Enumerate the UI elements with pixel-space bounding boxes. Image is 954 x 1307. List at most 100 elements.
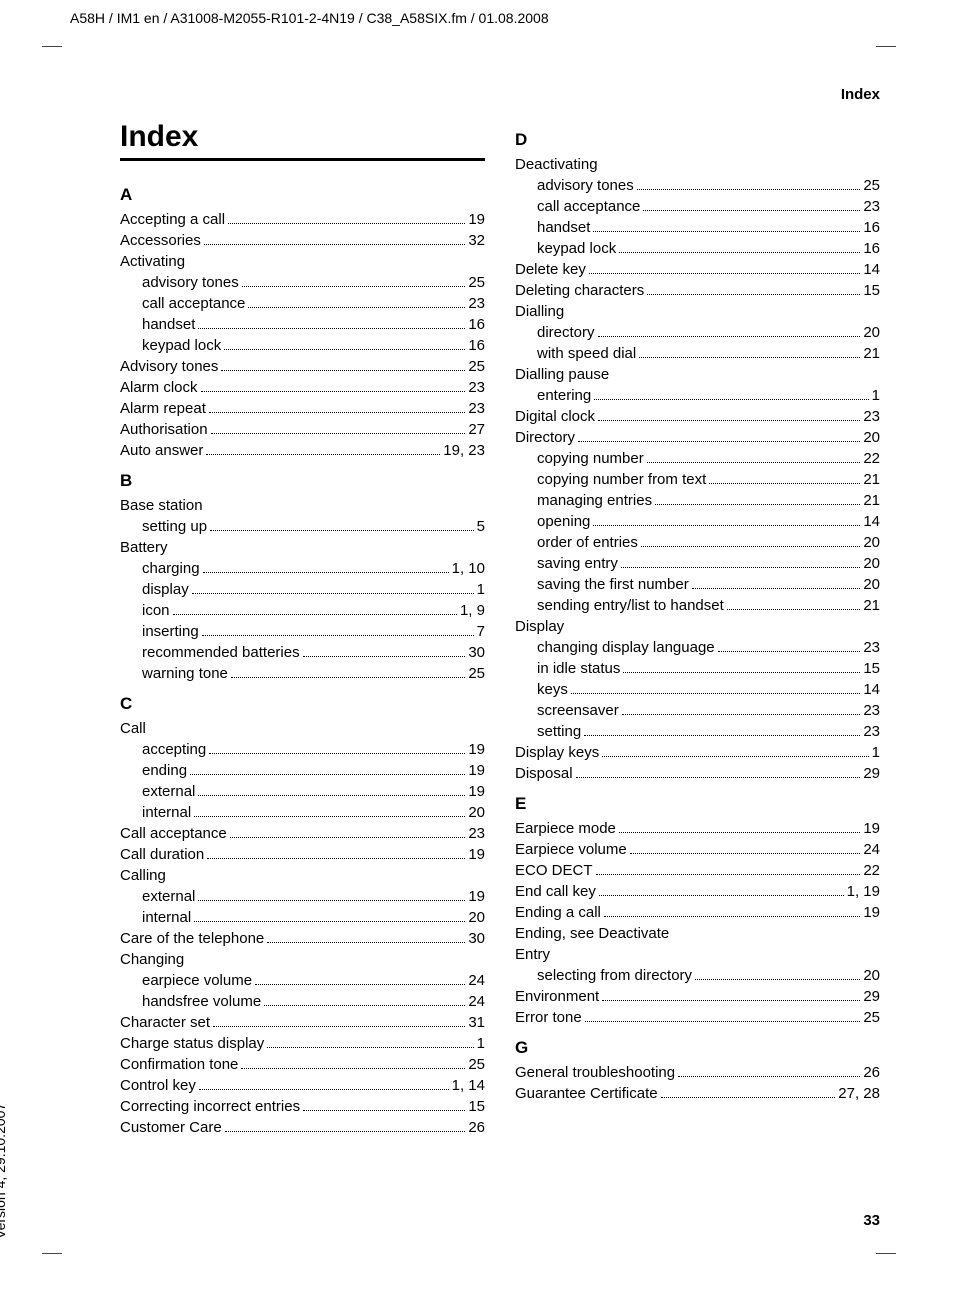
index-entry-page: 27: [468, 419, 485, 440]
leader-dots: [598, 420, 860, 421]
index-heading: Battery: [120, 537, 485, 558]
index-entry-page: 25: [468, 356, 485, 377]
leader-dots: [202, 635, 474, 636]
index-heading: Activating: [120, 251, 485, 272]
index-entry-label: call acceptance: [537, 196, 640, 217]
index-entry-label: Display keys: [515, 742, 599, 763]
leader-dots: [584, 735, 860, 736]
leader-dots: [303, 656, 466, 657]
index-entry-page: 25: [468, 663, 485, 684]
leader-dots: [255, 984, 465, 985]
leader-dots: [241, 1068, 465, 1069]
index-heading: Dialling pause: [515, 364, 880, 385]
index-entry-label: external: [142, 781, 195, 802]
index-entry: Ending a call19: [515, 902, 880, 923]
index-entry-page: 25: [863, 175, 880, 196]
index-entry: End call key1, 19: [515, 881, 880, 902]
index-entry-label: screensaver: [537, 700, 619, 721]
leader-dots: [589, 273, 860, 274]
leader-dots: [647, 462, 861, 463]
index-entry: handset16: [515, 217, 880, 238]
crop-mark: [876, 46, 896, 48]
leader-dots: [619, 252, 860, 253]
leader-dots: [203, 572, 449, 573]
index-entry-label: Authorisation: [120, 419, 208, 440]
index-entry: General troubleshooting26: [515, 1062, 880, 1083]
index-entry-page: 19: [863, 818, 880, 839]
index-entry-label: saving entry: [537, 553, 618, 574]
index-entry: Alarm clock23: [120, 377, 485, 398]
index-entry-page: 24: [468, 970, 485, 991]
index-entry-label: Alarm clock: [120, 377, 198, 398]
leader-dots: [190, 774, 465, 775]
index-entry-label: End call key: [515, 881, 596, 902]
index-entry-label: internal: [142, 907, 191, 928]
index-entry: accepting19: [120, 739, 485, 760]
index-entry: keypad lock16: [515, 238, 880, 259]
index-entry: ECO DECT22: [515, 860, 880, 881]
index-entry-label: ending: [142, 760, 187, 781]
index-entry-page: 20: [863, 322, 880, 343]
index-entry-page: 16: [468, 314, 485, 335]
index-content: Index AAccepting a call19Accessories32Ac…: [120, 120, 880, 1227]
leader-dots: [192, 593, 474, 594]
index-entry-label: Guarantee Certificate: [515, 1083, 658, 1104]
leader-dots: [194, 921, 465, 922]
index-entry-label: handsfree volume: [142, 991, 261, 1012]
index-entry: opening14: [515, 511, 880, 532]
index-entry-label: icon: [142, 600, 170, 621]
index-entry-page: 26: [468, 1117, 485, 1138]
page: A58H / IM1 en / A31008-M2055-R101-2-4N19…: [0, 0, 954, 1307]
index-entry: order of entries20: [515, 532, 880, 553]
leader-dots: [303, 1110, 465, 1111]
leader-dots: [231, 677, 465, 678]
index-entry-label: internal: [142, 802, 191, 823]
leader-dots: [576, 777, 861, 778]
index-entry: Charge status display1: [120, 1033, 485, 1054]
index-entry: charging1, 10: [120, 558, 485, 579]
leader-dots: [695, 979, 860, 980]
index-heading: Dialling: [515, 301, 880, 322]
index-entry: warning tone25: [120, 663, 485, 684]
index-entry-label: Delete key: [515, 259, 586, 280]
index-entry-page: 5: [477, 516, 485, 537]
index-heading: Calling: [120, 865, 485, 886]
running-header: Index: [841, 86, 880, 103]
index-entry-page: 25: [468, 272, 485, 293]
index-entry-page: 23: [863, 637, 880, 658]
section-letter: G: [515, 1038, 880, 1058]
leader-dots: [622, 714, 861, 715]
index-entry-label: Character set: [120, 1012, 210, 1033]
index-entry: internal20: [120, 802, 485, 823]
index-entry-page: 19: [468, 886, 485, 907]
leader-dots: [643, 210, 860, 211]
index-entry-label: Environment: [515, 986, 599, 1007]
index-entry-page: 1: [872, 742, 880, 763]
index-entry: handset16: [120, 314, 485, 335]
index-heading: Base station: [120, 495, 485, 516]
index-entry-label: charging: [142, 558, 200, 579]
index-entry-label: managing entries: [537, 490, 652, 511]
index-entry-label: in idle status: [537, 658, 620, 679]
leader-dots: [598, 336, 861, 337]
index-entry-page: 32: [468, 230, 485, 251]
index-entry-label: setting: [537, 721, 581, 742]
index-entry-page: 7: [477, 621, 485, 642]
crop-mark: [42, 46, 62, 48]
index-entry: external19: [120, 886, 485, 907]
index-entry-page: 1: [477, 579, 485, 600]
index-entry: advisory tones25: [120, 272, 485, 293]
index-entry: call acceptance23: [515, 196, 880, 217]
index-entry: managing entries21: [515, 490, 880, 511]
index-entry: Alarm repeat23: [120, 398, 485, 419]
leader-dots: [623, 672, 860, 673]
section-letter: C: [120, 694, 485, 714]
leader-dots: [678, 1076, 860, 1077]
leader-dots: [571, 693, 860, 694]
index-entry-label: Auto answer: [120, 440, 203, 461]
index-entry: earpiece volume24: [120, 970, 485, 991]
leader-dots: [593, 231, 860, 232]
index-entry: Accepting a call19: [120, 209, 485, 230]
index-entry: directory20: [515, 322, 880, 343]
index-entry: entering1: [515, 385, 880, 406]
